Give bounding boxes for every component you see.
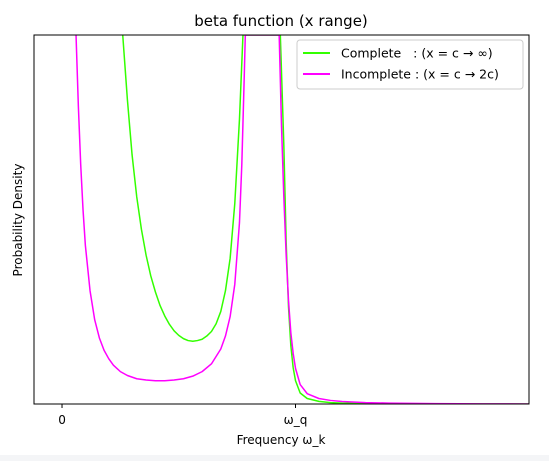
legend-label: Complete : (x = c → ∞) — [341, 46, 493, 61]
y-axis-label: Probability Density — [11, 164, 25, 277]
series-line-incomplete — [75, 35, 529, 404]
legend: Complete : (x = c → ∞) Incomplete : (x = … — [296, 39, 524, 90]
legend-box — [296, 39, 524, 90]
x-tick-label: ω_q — [284, 413, 308, 427]
legend-label: Incomplete : (x = c → 2c) — [341, 67, 499, 82]
chart-title: beta function (x range) — [194, 12, 368, 30]
x-tick-label: 0 — [58, 413, 66, 427]
axes-frame — [33, 34, 530, 405]
x-axis-label: Frequency ω_k — [237, 433, 326, 447]
series-line-complete — [121, 35, 529, 404]
plot-area: 0 ω_q — [33, 34, 530, 427]
series-group — [75, 35, 529, 404]
window-bottom-strip — [0, 455, 549, 461]
